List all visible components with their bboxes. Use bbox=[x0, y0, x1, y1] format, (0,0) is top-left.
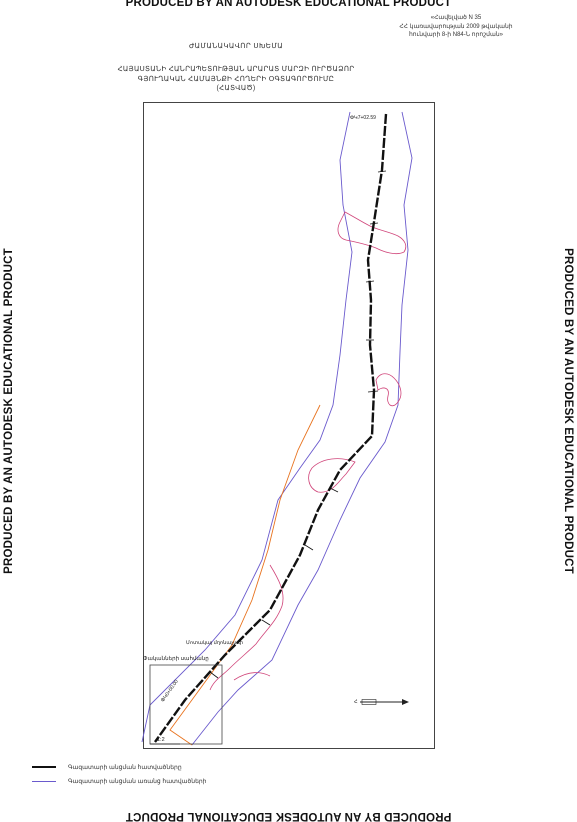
map-title: ՀԱՅԱՍՏԱՆԻ ՀԱՆՐԱՊԵՏՈՒԹՅԱՆ ԱՐԱՐԱՏ ՄԱՐԶԻ ՈՒ… bbox=[30, 65, 442, 94]
secondary-label: Մոտակայ մղոնաչափ bbox=[186, 640, 243, 646]
parcel-contour-3 bbox=[308, 458, 356, 493]
legend-label-corridor: Գազատարի անցման առանց հատվածների bbox=[68, 778, 207, 785]
corridor-boundary-right bbox=[191, 111, 413, 746]
reference-line-1: «Հավելված N 35 bbox=[430, 15, 482, 21]
map-title-line-1: ՀԱՅԱՍՏԱՆԻ ՀԱՆՐԱՊԵՏՈՒԹՅԱՆ ԱՐԱՐԱՏ ՄԱՐԶԻ ՈՒ… bbox=[117, 66, 355, 73]
map-heading: ԺԱՄԱՆԱԿԱՎՈՐ ՍԽԵՄԱ bbox=[188, 43, 284, 50]
parcel-contour-4 bbox=[209, 564, 284, 691]
watermark-top: PRODUCED BY AN AUTODESK EDUCATIONAL PROD… bbox=[125, 0, 452, 9]
north-label: Հ bbox=[354, 699, 358, 705]
land-boundary-line bbox=[169, 404, 321, 746]
legend: Գազատարի անցման հատվածները Գազատարի անցմ… bbox=[32, 760, 206, 788]
map-title-line-2: ԳՅՈՒՂԱԿԱՆ ՀԱՄԱՅՆՔԻ ՀՈՂԵՐԻ ՕԳՏԱԳՈՐԾՈՒՄԸ bbox=[137, 75, 335, 83]
boundary-label: Փականների սահմանը bbox=[143, 656, 209, 662]
legend-item-route: Գազատարի անցման հատվածները bbox=[32, 760, 206, 774]
parcel-contour-5 bbox=[233, 672, 271, 681]
parcel-contour-2 bbox=[375, 373, 402, 407]
parcel-contour-1 bbox=[337, 211, 407, 255]
legend-swatch-thick bbox=[32, 766, 56, 768]
legend-label-route: Գազատարի անցման հատվածները bbox=[68, 764, 182, 771]
reference-note: «Հավելված N 35 ՀՀ կառավարության 2009 թվա… bbox=[381, 14, 531, 40]
reference-line-3: հունվարի 8-ի N84-Ն որոշման» bbox=[409, 32, 503, 38]
legend-swatch-thin bbox=[32, 780, 56, 782]
route-station-markers bbox=[209, 170, 387, 679]
pipeline-route bbox=[154, 113, 388, 743]
corridor-boundary-left bbox=[141, 111, 353, 743]
map-title-line-3: (ՀԱՏՎԱԾ) bbox=[216, 85, 256, 92]
route-end-label: ՓԿ7+02.59 bbox=[350, 115, 376, 121]
boundary-inset-box bbox=[149, 664, 223, 745]
scale-label: 1:2 bbox=[157, 737, 165, 743]
map-frame bbox=[143, 102, 435, 749]
legend-item-corridor: Գազատարի անցման առանց հատվածների bbox=[32, 774, 206, 788]
north-arrow-icon bbox=[360, 699, 409, 705]
reference-line-2: ՀՀ կառավարության 2009 թվականի bbox=[399, 23, 513, 30]
